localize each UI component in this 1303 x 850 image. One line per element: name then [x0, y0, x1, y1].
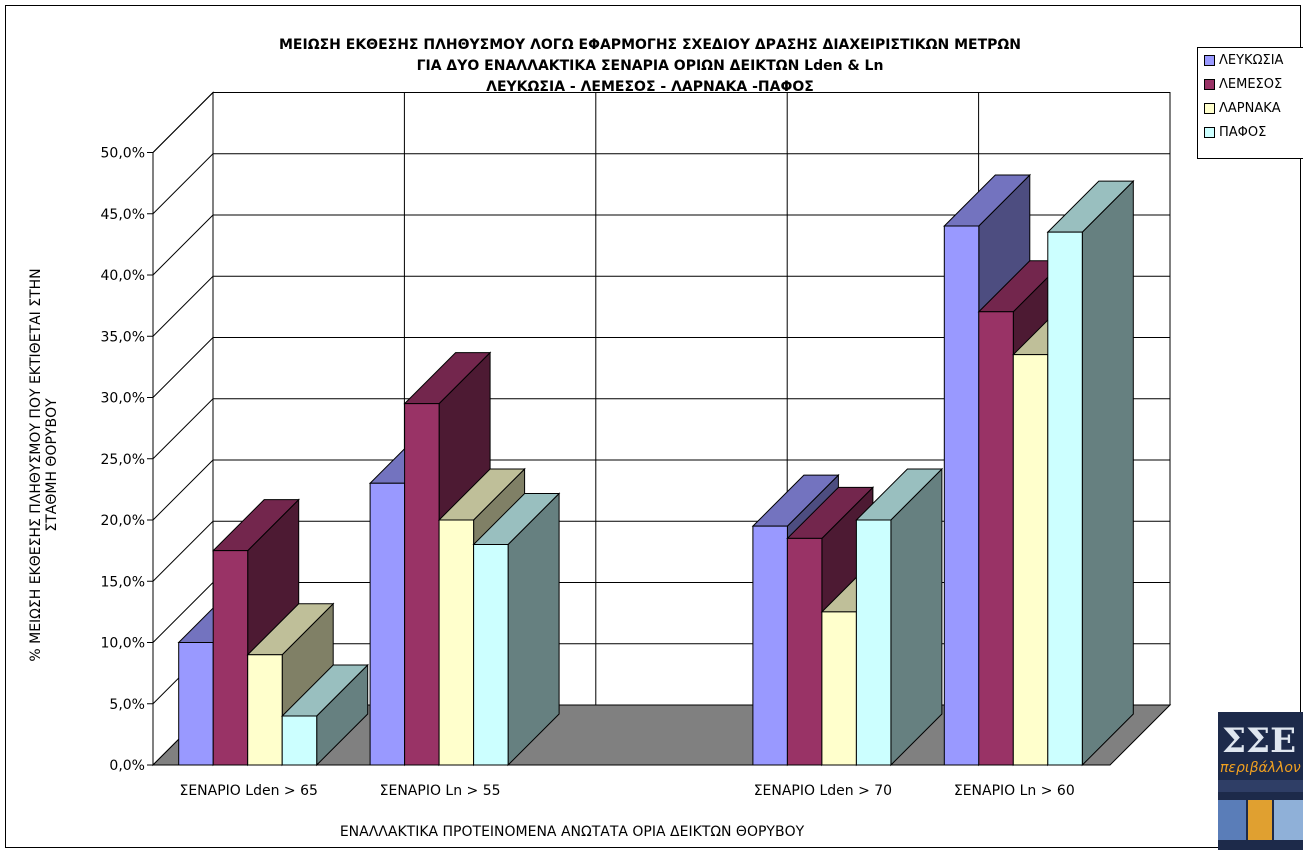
legend-item: ΠΑΦΟΣ — [1198, 120, 1303, 144]
gridline — [152, 398, 1170, 460]
bar-side-face — [890, 467, 943, 767]
legend-item: ΛΕΥΚΩΣΙΑ — [1198, 48, 1303, 72]
bar-front-face — [1012, 354, 1049, 766]
bar-front-face — [473, 544, 509, 766]
logo-text: περιβάλλον — [1220, 760, 1301, 776]
bar-front-face — [369, 482, 406, 766]
chart-legend: ΛΕΥΚΩΣΙΑ ΛΕΜΕΣΟΣ ΛΑΡΝΑΚΑ ΠΑΦΟΣ — [1197, 47, 1303, 159]
legend-label: ΛΕΥΚΩΣΙΑ — [1219, 52, 1284, 68]
x-category-label: ΣΕΝΑΡΙΟ Ln > 60 — [954, 783, 1075, 799]
y-tick-label: 5,0% — [109, 697, 145, 713]
bar-front-face — [404, 403, 440, 766]
x-axis-title: ΕΝΑΛΛΑΚΤΙΚΑ ΠΡΟΤΕΙΝΟΜΕΝΑ ΑΝΩΤΑΤΑ ΟΡΙΑ ΔΕ… — [340, 824, 805, 840]
chart-title-line-1: ΜΕΙΩΣΗ ΕΚΘΕΣΗΣ ΠΛΗΘΥΣΜΟΥ ΛΟΓΩ ΕΦΑΡΜΟΓΗΣ … — [279, 37, 1021, 53]
y-tick-label: 0,0% — [109, 758, 145, 774]
gridline — [152, 275, 1170, 337]
y-tick-label: 20,0% — [101, 513, 145, 529]
bar-front-face — [821, 611, 857, 766]
bar-front-face — [978, 311, 1014, 766]
legend-swatch — [1204, 54, 1215, 66]
y-tick-label: 40,0% — [101, 268, 145, 284]
y-tick-label: 35,0% — [101, 329, 145, 345]
y-tick-label: 30,0% — [101, 391, 145, 407]
bar-front-face — [212, 550, 249, 766]
gridline — [152, 459, 1170, 521]
gridline — [152, 337, 1170, 398]
legend-swatch — [1204, 126, 1215, 138]
chart-title-line-3: ΛΕΥΚΩΣΙΑ - ΛΕΜΕΣΟΣ - ΛΑΡΝΑΚΑ -ΠΑΦΟΣ — [486, 79, 814, 95]
y-axis-title-line-1: % ΜΕΙΩΣΗ ΕΚΘΕΣΗΣ ΠΛΗΘΥΣΜΟΥ ΠΟΥ ΕΚΤΙΘΕΤΑΙ… — [28, 268, 44, 661]
y-tick-label: 50,0% — [101, 146, 145, 162]
chart-title-line-2: ΓΙΑ ΔΥΟ ΕΝΑΛΛΑΚΤΙΚΑ ΣΕΝΑΡΙΑ ΟΡΙΩΝ ΔΕΙΚΤΩ… — [416, 58, 884, 74]
x-category-label: ΣΕΝΑΡΙΟ Lden > 65 — [179, 783, 317, 799]
bar-front-face — [178, 642, 214, 766]
y-tick-label: 10,0% — [101, 636, 145, 652]
x-category-label: ΣΕΝΑΡΙΟ Ln > 55 — [380, 783, 501, 799]
gridline — [152, 214, 1170, 276]
y-axis-title-line-2: ΣΤΑΘΜΗ ΘΟΡΥΒΟΥ — [44, 398, 60, 532]
logo-graphic: ΣΣΕ περιβάλλον — [1218, 712, 1303, 850]
legend-label: ΛΕΜΕΣΟΣ — [1219, 76, 1283, 92]
y-tick-label: 45,0% — [101, 207, 145, 223]
svg-text:ΣΣΕ: ΣΣΕ — [1222, 721, 1296, 761]
bar-front-face — [1047, 231, 1083, 766]
bar-3-0 — [280, 663, 369, 767]
bar-front-face — [752, 525, 788, 766]
y-tick-label: 15,0% — [101, 574, 145, 590]
logo: ΣΣΕ περιβάλλον — [1218, 712, 1303, 850]
gridline — [152, 92, 1170, 153]
bar-3-4 — [1046, 179, 1135, 767]
bar-front-face — [786, 537, 823, 766]
legend-item: ΛΑΡΝΑΚΑ — [1198, 96, 1303, 120]
bar-front-face — [247, 654, 283, 766]
bar-3-3 — [855, 467, 944, 767]
bar-front-face — [855, 519, 892, 766]
x-category-label: ΣΕΝΑΡΙΟ Lden > 70 — [754, 783, 892, 799]
bar-side-face — [1081, 179, 1134, 767]
bar-3-1 — [472, 492, 561, 767]
y-tick-label: 25,0% — [101, 452, 145, 468]
legend-swatch — [1204, 102, 1215, 114]
bar-front-face — [438, 519, 475, 766]
bar-front-face — [281, 715, 318, 766]
bar-front-face — [943, 225, 980, 766]
gridline — [152, 153, 1170, 215]
legend-swatch — [1204, 78, 1215, 90]
legend-label: ΠΑΦΟΣ — [1219, 124, 1267, 140]
legend-label: ΛΑΡΝΑΚΑ — [1219, 100, 1281, 116]
legend-item: ΛΕΜΕΣΟΣ — [1198, 72, 1303, 96]
